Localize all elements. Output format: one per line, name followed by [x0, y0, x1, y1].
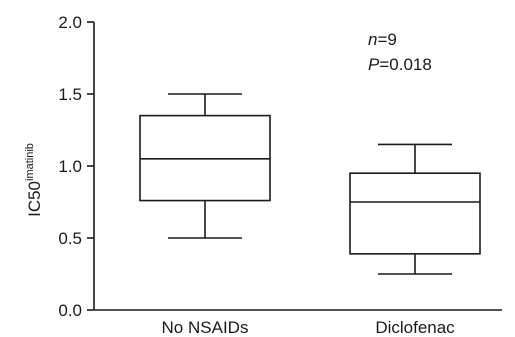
y-tick-label: 0.5	[58, 229, 82, 248]
x-category-label: Diclofenac	[375, 318, 455, 337]
box-iqr	[349, 172, 481, 255]
svg-text:P=0.018: P=0.018	[368, 55, 432, 74]
x-category-label: No NSAIDs	[162, 318, 249, 337]
box-diclofenac	[349, 143, 481, 275]
y-tick-label: 0.0	[58, 301, 82, 320]
y-tick-label: 1.5	[58, 85, 82, 104]
svg-text:n=9: n=9	[368, 30, 397, 49]
y-ticks: 0.0 0.5 1.0 1.5 2.0	[58, 13, 94, 320]
y-tick-label: 2.0	[58, 13, 82, 32]
annotation-p-value: P=0.018	[368, 55, 432, 74]
category-labels: No NSAIDs Diclofenac	[162, 318, 456, 337]
y-tick-label: 1.0	[58, 157, 82, 176]
annotation-n: n=9	[368, 30, 397, 49]
y-axis-label: IC50imatinib	[24, 143, 44, 217]
boxes	[139, 93, 481, 275]
box-no-nsaids	[139, 93, 271, 239]
axes	[93, 22, 502, 311]
